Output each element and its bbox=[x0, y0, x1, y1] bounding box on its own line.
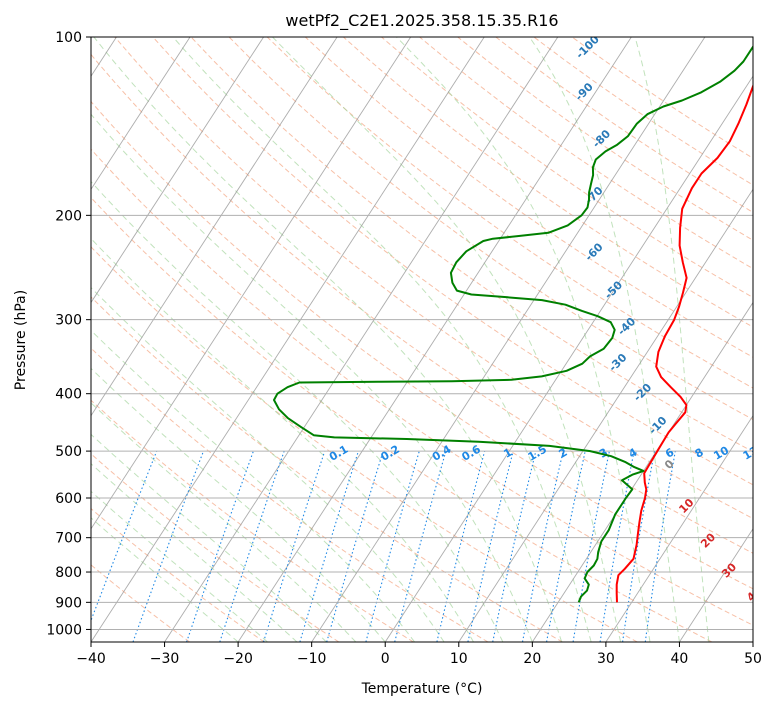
x-tick-label: −10 bbox=[297, 651, 327, 667]
dry-adiabat bbox=[91, 347, 489, 642]
isotherm-line bbox=[91, 37, 412, 530]
isotherm-line bbox=[164, 37, 559, 642]
moist-adiabat bbox=[396, 37, 651, 642]
moist-adiabat bbox=[93, 37, 563, 642]
y-tick-label: 200 bbox=[55, 208, 82, 224]
dry-adiabat bbox=[91, 196, 713, 642]
mixing-ratio-line bbox=[644, 451, 676, 642]
mixing-ratio-line bbox=[365, 450, 420, 642]
y-axis: 100 200 300 400 500 600 700 800 900 1000 bbox=[46, 30, 91, 638]
isotherm-line bbox=[311, 37, 706, 642]
x-tick-label: 0 bbox=[381, 651, 390, 667]
isotherm-line bbox=[384, 75, 753, 642]
y-tick-label: 600 bbox=[55, 491, 82, 507]
mixing-ratio-line bbox=[219, 450, 285, 642]
mixing-ratio-line bbox=[394, 450, 447, 642]
plot-area: -100-90-80-70-60-50-40-30-20-10010203040… bbox=[91, 37, 764, 642]
moist-adiabat bbox=[91, 490, 268, 642]
isotherm-line bbox=[91, 37, 264, 304]
dry-adiabat bbox=[228, 37, 753, 421]
isotherm-line bbox=[605, 414, 753, 642]
x-tick-label: 10 bbox=[450, 651, 468, 667]
dewpoint-profile bbox=[273, 44, 753, 603]
moist-adiabat-label: 40 bbox=[744, 584, 764, 604]
isotherm-line bbox=[91, 37, 338, 417]
moist-adiabat bbox=[91, 180, 504, 642]
moist-adiabat bbox=[91, 402, 357, 642]
moist-adiabat bbox=[529, 37, 680, 642]
moist-adiabat bbox=[91, 517, 239, 642]
mixing-ratio-line bbox=[132, 450, 205, 642]
dry-adiabat bbox=[91, 296, 563, 642]
dry-adiabat bbox=[114, 37, 753, 520]
moist-adiabat bbox=[91, 237, 474, 642]
x-tick-label: −20 bbox=[223, 651, 253, 667]
isotherm-line bbox=[237, 37, 632, 642]
chart-title: wetPf2_C2E1.2025.358.15.35.R16 bbox=[285, 11, 558, 31]
x-axis-label: Temperature (°C) bbox=[361, 681, 483, 697]
y-tick-label: 800 bbox=[55, 565, 82, 581]
dry-adiabat bbox=[266, 37, 753, 389]
mixing-ratio-line bbox=[186, 450, 254, 642]
mixing-ratio-line bbox=[262, 450, 326, 642]
mixing-ratio-line bbox=[91, 450, 158, 622]
moist-adiabat bbox=[91, 113, 533, 642]
mixing-ratio-line bbox=[326, 450, 384, 642]
moist-adiabat bbox=[91, 463, 298, 642]
isotherm-line bbox=[91, 37, 485, 642]
isotherm-line bbox=[458, 188, 753, 642]
dry-adiabat bbox=[91, 246, 638, 642]
moist-adiabat bbox=[272, 37, 622, 642]
x-tick-label: 40 bbox=[671, 651, 689, 667]
y-tick-label: 400 bbox=[55, 387, 82, 403]
moist-adiabat bbox=[634, 37, 710, 642]
x-tick-label: −40 bbox=[76, 651, 106, 667]
y-tick-label: 300 bbox=[55, 313, 82, 329]
dry-adiabat bbox=[304, 37, 753, 358]
isotherm-line bbox=[91, 37, 191, 191]
dry-adiabat bbox=[91, 100, 753, 590]
y-tick-label: 700 bbox=[55, 531, 82, 547]
temperature-profile bbox=[615, 83, 753, 603]
isotherm-line bbox=[531, 301, 753, 642]
x-tick-label: 30 bbox=[597, 651, 615, 667]
x-tick-label: 20 bbox=[523, 651, 541, 667]
y-tick-label: 1000 bbox=[46, 622, 82, 638]
moist-adiabat bbox=[91, 433, 327, 642]
y-axis-label: Pressure (hPa) bbox=[13, 290, 29, 390]
x-axis: −40 −30 −20 −10 0 10 20 30 40 50 bbox=[76, 642, 762, 667]
y-tick-label: 500 bbox=[55, 444, 82, 460]
moist-adiabat bbox=[91, 286, 445, 642]
mixing-ratio-line bbox=[436, 450, 486, 642]
isotherm-line bbox=[679, 528, 753, 642]
mixing-ratio-line bbox=[521, 450, 564, 642]
dry-adiabat bbox=[152, 37, 753, 486]
moist-adiabat bbox=[91, 367, 386, 642]
mixing-ratio-line bbox=[492, 450, 537, 642]
x-tick-label: −30 bbox=[150, 651, 180, 667]
mixing-ratio-line bbox=[299, 450, 359, 642]
y-tick-label: 900 bbox=[55, 595, 82, 611]
plot-frame bbox=[90, 36, 754, 643]
x-tick-label: 50 bbox=[744, 651, 762, 667]
y-tick-label: 100 bbox=[55, 30, 82, 46]
dry-adiabat bbox=[91, 148, 753, 626]
dry-adiabat bbox=[91, 507, 265, 642]
mixing-ratio-line bbox=[467, 450, 514, 642]
